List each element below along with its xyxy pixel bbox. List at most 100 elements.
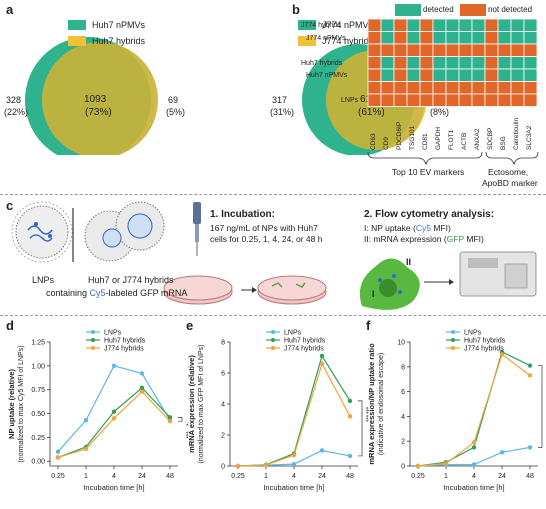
culture-dishes [163, 275, 327, 305]
legend-marker [451, 338, 455, 342]
legend-marker [271, 338, 275, 342]
heatmap-row-label: LNPs [341, 97, 359, 104]
legend-swatch-j774-hybrids [298, 36, 316, 46]
legend-huh7-hybrids: Huh7 hybrids [92, 36, 146, 46]
data-point [167, 415, 173, 420]
data-point [499, 352, 505, 357]
legend-label: Huh7 hybrids [104, 338, 146, 345]
legend-not-detected: not detected [488, 5, 533, 14]
legend-swatch-j774-npmvs [298, 20, 316, 30]
data-point [319, 353, 325, 359]
x-tick-label: 24 [498, 473, 506, 480]
data-point [83, 418, 89, 423]
separator-top [0, 194, 546, 195]
significance-label: *** [182, 431, 188, 439]
significance-label: *** [542, 380, 546, 388]
significance-bracket [178, 417, 183, 422]
legend-marker [91, 338, 95, 342]
data-point [55, 449, 61, 454]
y-tick-label: 0.00 [31, 459, 45, 466]
panel-c-schematic [11, 201, 537, 310]
step1-line1: 167 ng/mL of NPs with Huh7 [210, 223, 318, 233]
y-tick-label: 0.50 [31, 411, 45, 418]
marker-i: I [372, 289, 375, 299]
series-line [57, 365, 171, 453]
data-point [527, 363, 533, 368]
venn-left-overlap-pct: (73%) [85, 107, 112, 118]
data-point [347, 414, 353, 419]
heatmap-row-label: Huh7 nPMVs [306, 72, 348, 79]
y-tick-label: 1.00 [31, 363, 45, 370]
data-point [111, 416, 117, 421]
legend-marker [451, 330, 455, 334]
y-tick-label: 8 [221, 340, 225, 347]
legend-marker [91, 346, 95, 350]
data-point [319, 448, 325, 453]
panel-b-label: b [292, 2, 300, 17]
bracket-ectosome: Ectosome, [488, 167, 529, 177]
y-axis-sublabel: (indicative of endosomal escape) [378, 353, 385, 455]
y-tick-label: 6 [221, 371, 225, 378]
series-line [57, 386, 171, 458]
x-tick-label: 0.25 [231, 473, 245, 480]
pipette-illustration [193, 202, 201, 256]
significance-bracket [358, 400, 363, 457]
legend-marker [271, 346, 275, 350]
x-tick-label: 24 [138, 473, 146, 480]
step2-expression: II: mRNA expression (GFP MFI) [364, 234, 484, 244]
step1-title: 1. Incubation: [210, 209, 275, 220]
gfp-cell-illustration [359, 258, 420, 310]
data-point [111, 363, 117, 369]
series-line [57, 390, 171, 458]
x-tick-label: 1 [264, 473, 268, 480]
cytometer-illustration [424, 251, 537, 297]
data-point [471, 462, 477, 467]
venn-right-only-count: 317 [272, 95, 288, 105]
hybrid-label: Huh7 or J774 hybrids [88, 275, 174, 285]
legend-j774-hybrids: J774 hybrids [322, 36, 374, 46]
bracket-ev-markers: Top 10 EV markers [392, 167, 465, 177]
x-tick-label: 0.25 [51, 473, 65, 480]
y-tick-label: 1.25 [31, 340, 45, 347]
data-point [291, 452, 297, 458]
data-point [527, 445, 533, 450]
data-point [291, 461, 297, 467]
venn-left-hybrid-only-count: 69 [168, 95, 179, 105]
legend-swatch-huh7-npmvs [68, 20, 86, 30]
y-tick-label: 0.75 [31, 387, 45, 394]
lnp-label: LNPs [32, 275, 55, 285]
y-tick-label: 4 [401, 414, 405, 421]
significance-bracket [538, 365, 543, 448]
legend-marker [271, 330, 275, 334]
venn-right-hybrid-only-pct: (8%) [430, 107, 450, 117]
step2-title: 2. Flow cytometry analysis: [364, 209, 495, 220]
data-point [471, 445, 477, 450]
legend-label: LNPs [284, 330, 302, 337]
data-point [263, 462, 269, 468]
y-tick-label: 10 [397, 340, 405, 347]
y-tick-label: 0.25 [31, 435, 45, 442]
x-axis-label: Incubation time [h] [443, 483, 504, 492]
containing-label: containing Cy5-labeled GFP mRNA [46, 288, 188, 298]
data-point [319, 361, 325, 366]
y-tick-label: 4 [221, 402, 225, 409]
legend-label: J774 hybrids [104, 346, 144, 353]
y-axis-sublabel: (normalized to max GFP MFI of LNPs) [198, 345, 205, 464]
x-tick-label: 1 [84, 473, 88, 480]
legend-detected: detected [423, 5, 454, 14]
step2-uptake: I: NP uptake (Cy5 MFI) [364, 223, 451, 233]
x-tick-label: 1 [444, 473, 448, 480]
y-tick-label: 2 [401, 439, 405, 446]
y-tick-label: 8 [401, 364, 405, 371]
heatmap-cell [523, 93, 538, 107]
x-axis-label: Incubation time [h] [263, 483, 324, 492]
y-axis-label: NP uptake (relative) [7, 369, 16, 439]
data-point [471, 440, 477, 445]
panel-f-label: f [366, 318, 371, 333]
panel-a-label: a [6, 2, 14, 17]
y-tick-label: 0 [401, 464, 405, 471]
heatmap-row-label: J774 hybrids [301, 22, 341, 29]
legend-label: LNPs [104, 330, 122, 337]
data-point [415, 463, 421, 469]
panel-e-label: e [186, 318, 194, 333]
